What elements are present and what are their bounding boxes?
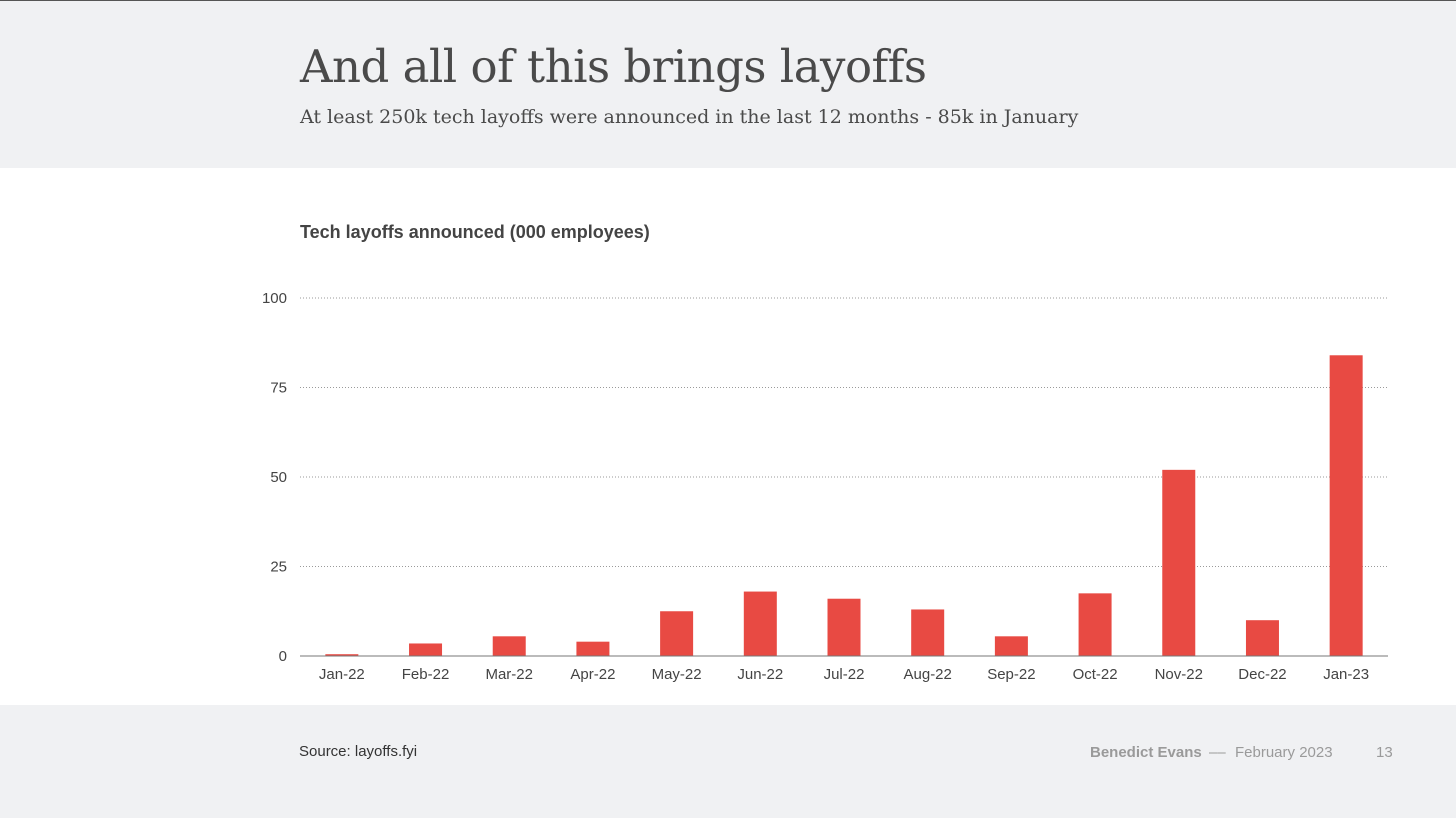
bar-Aug-22: [911, 609, 945, 656]
x-tick-label: Aug-22: [904, 666, 952, 683]
bar-Jan-23: [1329, 355, 1363, 656]
x-tick-label: Apr-22: [570, 666, 615, 683]
x-tick-label: Oct-22: [1073, 666, 1118, 683]
x-tick-label: Jul-22: [824, 666, 865, 683]
x-tick-label: Sep-22: [987, 666, 1035, 683]
x-tick-label: Jan-22: [319, 666, 365, 683]
x-tick-label: May-22: [652, 666, 702, 683]
bar-Jul-22: [827, 598, 861, 656]
footer-separator: ––: [1209, 744, 1226, 761]
bar-Nov-22: [1162, 469, 1196, 656]
x-tick-label: Feb-22: [402, 666, 450, 683]
x-tick-label: Nov-22: [1155, 666, 1203, 683]
bar-May-22: [660, 611, 694, 656]
footer-date: February 2023: [1235, 744, 1333, 761]
x-tick-label: Mar-22: [485, 666, 533, 683]
author-name: Benedict Evans: [1090, 744, 1202, 761]
slide-title: And all of this brings layoffs: [300, 40, 927, 93]
y-tick-label: 0: [279, 648, 287, 665]
slide-subtitle: At least 250k tech layoffs were announce…: [300, 106, 1079, 128]
bar-Jun-22: [743, 591, 777, 656]
source-note: Source: layoffs.fyi: [299, 743, 418, 760]
bar-Sep-22: [994, 636, 1028, 656]
x-tick-label: Jan-23: [1323, 666, 1369, 683]
y-tick-label: 25: [270, 559, 287, 576]
chart-panel: [0, 168, 1456, 705]
slide-header: [0, 1, 1456, 168]
bar-Mar-22: [492, 636, 526, 656]
bar-Jan-22: [325, 654, 359, 656]
y-tick-label: 50: [270, 469, 287, 486]
bar-Apr-22: [576, 641, 610, 656]
chart-title: Tech layoffs announced (000 employees): [300, 222, 650, 242]
grid-lines: [300, 297, 1388, 567]
bars: [325, 355, 1363, 656]
x-tick-label: Jun-22: [737, 666, 783, 683]
bar-Dec-22: [1245, 620, 1279, 656]
axes: 0 25 50 75 100 Jan-22 Feb-22 Mar-22 Apr-22 May-22…: [262, 290, 1388, 683]
y-tick-label: 75: [270, 380, 287, 397]
bar-Oct-22: [1078, 593, 1112, 656]
page-number: 13: [1376, 744, 1393, 761]
y-tick-label: 100: [262, 290, 287, 307]
x-tick-label: Dec-22: [1238, 666, 1286, 683]
bar-Feb-22: [409, 643, 443, 656]
slide-footer: [0, 705, 1456, 818]
top-rule: [0, 0, 1456, 1]
